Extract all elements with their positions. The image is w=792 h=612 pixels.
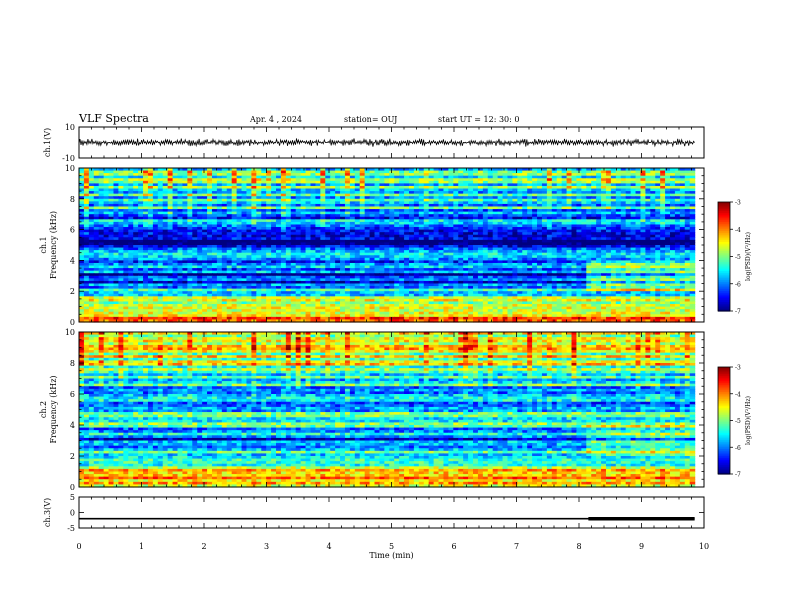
ch1-ytick-label: 2 xyxy=(70,287,75,296)
time-tick-label: 4 xyxy=(326,542,331,551)
figure-title: VLF Spectra xyxy=(79,112,149,125)
ch2-colorbar-label: log(PSD)(V²/Hz) xyxy=(745,396,752,445)
ch1-colorbar-tick-label: -3 xyxy=(735,200,741,207)
date-label: Apr. 4 , 2024 xyxy=(250,115,303,124)
time-tick-label: 6 xyxy=(451,542,456,551)
ch1-ylabel: ch.1(V) xyxy=(43,128,52,157)
ch2-ylabel-channel: ch.2 xyxy=(39,401,48,418)
time-tick-label: 7 xyxy=(514,542,519,551)
ch1-waveform-trace xyxy=(78,137,695,148)
ch2-colorbar-tick-label: -5 xyxy=(735,418,741,425)
ch1-spectrogram-image xyxy=(79,168,696,323)
ch1-ytick-label: 8 xyxy=(70,195,75,204)
ch1-colorbar-tick-label: -7 xyxy=(735,309,741,316)
ch2-colorbar-tick-label: -3 xyxy=(735,365,741,372)
ch1-ytick-label: 6 xyxy=(70,226,75,235)
ch2-ytick-label: 2 xyxy=(70,452,75,461)
ch2-colorbar-tick-label: -7 xyxy=(735,472,741,479)
ch3-ytick-label: -5 xyxy=(67,524,75,533)
time-tick-label: 10 xyxy=(699,542,709,551)
ch2-colorbar-tick-label: -6 xyxy=(735,445,741,452)
ch1-ytick-label: 0 xyxy=(70,318,75,327)
station-label: station= OUJ xyxy=(344,115,398,124)
ch1-colorbar-tick-label: -5 xyxy=(735,254,741,261)
time-tick-label: 1 xyxy=(139,542,144,551)
time-tick-label: 0 xyxy=(76,542,81,551)
ch1-ylabel: Frequency (kHz) xyxy=(49,211,58,279)
ch2-spectrogram-image xyxy=(79,332,696,488)
ch1-ytick-label: 10 xyxy=(65,123,75,132)
ch2-ytick-label: 6 xyxy=(70,390,75,399)
ch3-ylabel: ch.3(V) xyxy=(43,498,52,527)
ch1-ytick-label: -10 xyxy=(62,154,75,163)
ch2-ytick-label: 0 xyxy=(70,483,75,492)
ch3-ytick-label: 5 xyxy=(70,493,75,502)
ch2-ytick-label: 4 xyxy=(70,421,75,430)
ch2-ylabel: Frequency (kHz) xyxy=(49,375,58,443)
ch1-ytick-label: 4 xyxy=(70,256,75,265)
time-tick-label: 8 xyxy=(576,542,581,551)
time-tick-label: 9 xyxy=(639,542,644,551)
ch1-colorbar-tick-label: -4 xyxy=(735,227,741,234)
ch3-ytick-label: 0 xyxy=(70,509,75,518)
ch1-colorbar-label: log(PSD)(V²/Hz) xyxy=(745,232,752,281)
time-tick-label: 5 xyxy=(389,542,394,551)
time-axis-label: Time (min) xyxy=(369,551,413,560)
time-tick-label: 2 xyxy=(201,542,206,551)
ch2-colorbar xyxy=(718,367,730,475)
time-tick-label: 3 xyxy=(264,542,269,551)
ch1-ylabel-channel: ch.1 xyxy=(39,236,48,253)
ch1-colorbar xyxy=(718,202,730,312)
start-time-label: start UT = 12: 30: 0 xyxy=(438,115,520,124)
ch2-ytick-label: 8 xyxy=(70,359,75,368)
ch1-colorbar-tick-label: -6 xyxy=(735,281,741,288)
ch2-colorbar-tick-label: -4 xyxy=(735,391,741,398)
ch2-ytick-label: 10 xyxy=(65,328,75,337)
ch1-ytick-label: 10 xyxy=(65,164,75,173)
